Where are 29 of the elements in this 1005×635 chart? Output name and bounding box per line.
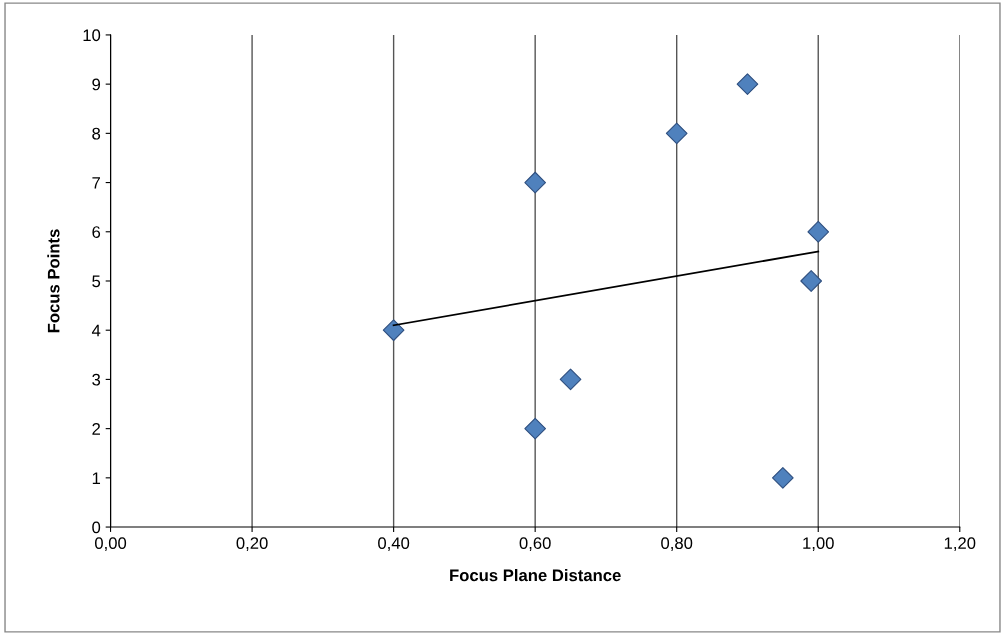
x-tick-label: 0,00: [94, 537, 127, 551]
point: [382, 319, 405, 342]
x-tick-label: 1,20: [944, 537, 976, 551]
x-tick-label: 0,80: [661, 537, 693, 551]
point: [800, 270, 823, 292]
point: [524, 171, 547, 194]
point: [807, 220, 830, 243]
y-tick-label: 6: [92, 226, 101, 238]
point: [559, 368, 582, 391]
y-tick-label: 1: [92, 472, 101, 484]
y-tick-label: 10: [83, 29, 101, 42]
y-tick-label: 3: [92, 373, 101, 386]
point: [771, 466, 794, 489]
y-tick-label: 0: [92, 521, 101, 534]
x-tick-label: 0,60: [519, 537, 551, 551]
y-tick-label: 4: [91, 324, 101, 337]
y-tick-label: 7: [92, 177, 100, 189]
y-tick-label: 9: [92, 78, 101, 91]
point: [736, 73, 759, 95]
x-tick-label: 1,00: [803, 537, 834, 551]
point: [524, 417, 547, 440]
x-tick-label: 0,40: [378, 537, 410, 551]
point: [665, 122, 688, 145]
x-axis-title: Focus Plane Distance: [450, 568, 621, 582]
y-axis-title: Focus Points: [47, 229, 60, 333]
y-tick-label: 5: [92, 275, 101, 288]
x-tick-label: 0,20: [236, 537, 268, 551]
y-tick-label: 2: [92, 423, 100, 435]
y-tick-label: 8: [92, 127, 101, 140]
